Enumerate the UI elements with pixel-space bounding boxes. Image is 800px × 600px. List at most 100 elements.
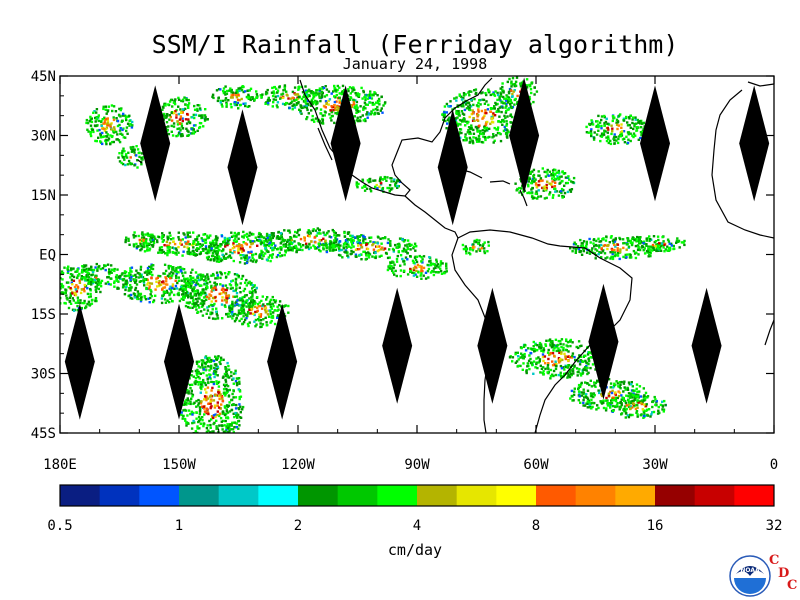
rain-cell (231, 317, 234, 320)
rain-cell (315, 100, 319, 103)
rain-cell (235, 295, 239, 298)
rain-cell (229, 428, 233, 431)
rain-cell (268, 99, 271, 102)
rain-cell (558, 175, 562, 178)
rain-cell (128, 272, 131, 275)
rain-cell (83, 290, 86, 293)
rain-cell (66, 268, 69, 271)
rain-cell (267, 250, 270, 253)
rain-cell (265, 101, 268, 104)
rain-cell (282, 243, 285, 246)
rain-cell (139, 300, 143, 303)
rain-cell (597, 124, 601, 128)
rain-cell (319, 250, 322, 253)
rain-cell (455, 96, 458, 99)
rain-cell (178, 288, 181, 291)
rain-cell (614, 398, 617, 401)
rain-cell (230, 94, 233, 97)
rain-cell (486, 108, 490, 111)
rain-cell (150, 267, 153, 270)
rain-cell (578, 354, 581, 357)
rain-cell (184, 284, 188, 287)
rain-cell (237, 309, 241, 312)
rain-cell (113, 285, 116, 288)
rain-cell (530, 91, 533, 95)
rain-cell (250, 96, 253, 99)
rain-cell (455, 121, 458, 124)
rain-cell (178, 122, 182, 125)
rain-cell (147, 281, 150, 284)
rain-cell (410, 243, 413, 247)
rain-cell (601, 237, 604, 241)
rain-cell (134, 281, 137, 284)
rain-cell (404, 256, 408, 259)
rain-cell (465, 103, 468, 106)
rain-cell (602, 132, 605, 135)
rain-cell (189, 235, 192, 238)
rain-cell (139, 280, 143, 283)
rain-cell (87, 303, 91, 306)
rain-cell (328, 113, 331, 116)
rain-cell (470, 98, 473, 101)
rain-cell (121, 133, 124, 136)
rain-cell (217, 255, 221, 258)
rain-cell (481, 98, 484, 101)
rain-cell (525, 370, 528, 373)
rain-cell (196, 235, 199, 239)
rain-cell (547, 357, 550, 361)
rain-cell (600, 256, 603, 259)
rain-cell (94, 297, 98, 300)
rain-cell (100, 124, 103, 127)
rain-cell (445, 270, 448, 273)
rain-cell (615, 380, 618, 383)
rain-cell (184, 236, 187, 239)
rain-cell (205, 285, 208, 288)
rain-cell (545, 339, 548, 342)
rain-cell (162, 293, 165, 296)
rain-cell (567, 350, 570, 353)
rain-cell (586, 372, 589, 376)
rain-cell (129, 296, 132, 300)
rain-cell (175, 287, 179, 290)
rain-cell (131, 120, 134, 124)
rain-cell (222, 248, 225, 251)
rain-cell (183, 296, 186, 299)
rain-cell (165, 126, 168, 129)
rain-cell (593, 131, 596, 134)
rain-cell (343, 88, 346, 92)
rain-cell (317, 93, 320, 96)
rain-cell (615, 123, 619, 126)
rain-cell (269, 239, 273, 242)
rain-cell (584, 381, 587, 384)
rain-cell (444, 119, 447, 123)
rain-cell (158, 283, 162, 286)
rain-cell (608, 402, 612, 405)
rain-cell (146, 266, 150, 270)
rain-cell (197, 279, 201, 282)
rain-cell (420, 255, 423, 259)
rain-cell (430, 270, 434, 273)
rain-cell (81, 301, 85, 305)
rain-cell (510, 106, 513, 109)
rain-cell (642, 409, 645, 412)
rain-cell (499, 95, 503, 98)
rain-cell (534, 182, 538, 185)
rain-cell (260, 235, 263, 238)
rain-cell (265, 258, 269, 261)
rain-cell (629, 114, 632, 118)
rain-cell (256, 238, 259, 242)
rain-cell (539, 195, 543, 198)
rain-cell (466, 131, 469, 134)
rain-cell (213, 281, 216, 285)
rain-cell (272, 101, 275, 104)
rain-cell (622, 382, 626, 385)
rain-cell (77, 301, 80, 304)
rain-cell (376, 242, 380, 245)
rain-cell (217, 443, 219, 445)
rain-cell (149, 288, 152, 292)
rain-cell (569, 190, 573, 193)
rain-cell (237, 107, 240, 110)
rain-cell (427, 264, 431, 267)
rain-cell (259, 242, 263, 246)
rain-cell (186, 112, 189, 116)
